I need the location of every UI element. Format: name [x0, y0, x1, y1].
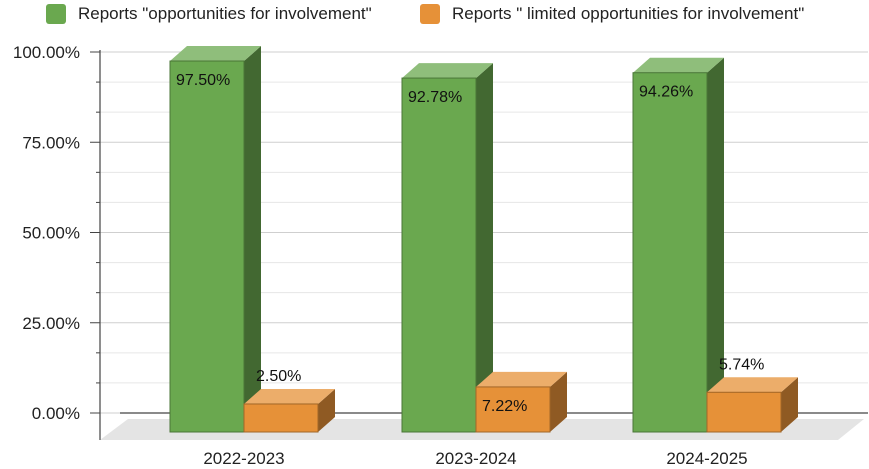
bar-front [401, 77, 477, 433]
bar-side [781, 377, 798, 432]
bar-top [170, 46, 261, 62]
data-label-2-2023-2024: 7.22% [482, 398, 527, 415]
y-tick-label: 25.00% [22, 314, 80, 333]
y-tick-label: 50.00% [22, 224, 80, 243]
y-tick-label: 0.00% [32, 404, 80, 423]
y-tick-label: 100.00% [13, 43, 80, 62]
bar-2-2024-2025 [706, 377, 798, 433]
data-label-1-2022-2023: 97.50% [176, 72, 230, 89]
data-label-2-2024-2025: 5.74% [719, 356, 764, 373]
data-label-1-2023-2024: 92.78% [408, 89, 462, 106]
bar-front [475, 386, 551, 433]
bar-top [633, 57, 724, 73]
bar-front [243, 403, 319, 433]
bar-side [707, 57, 724, 432]
bar-1-2024-2025 [632, 57, 724, 433]
bar-front [632, 72, 708, 433]
bar-front [169, 60, 245, 433]
bar-side [550, 371, 567, 432]
bar-side [476, 63, 493, 432]
legend-swatch-series-2 [420, 4, 440, 24]
bar-top [402, 63, 493, 79]
bar-top [707, 377, 798, 393]
bar-front [706, 391, 782, 433]
legend-label-series-2: Reports " limited opportunities for invo… [452, 4, 805, 23]
bar-1-2022-2023 [169, 46, 261, 433]
bar-2-2023-2024 [475, 371, 567, 433]
bar-top [476, 371, 567, 387]
legend: Reports "opportunities for involvement" … [0, 0, 869, 32]
bar-side [318, 388, 335, 432]
bar-side [244, 46, 261, 433]
data-label-2-2022-2023: 2.50% [256, 368, 301, 385]
y-tick-label: 75.00% [22, 133, 80, 152]
legend-swatch-series-1 [46, 4, 66, 24]
data-label-1-2024-2025: 94.26% [639, 84, 693, 101]
legend-item-series-2: Reports " limited opportunities for invo… [420, 4, 804, 24]
bar-1-2023-2024 [401, 63, 493, 433]
x-tick-label: 2022-2023 [203, 449, 284, 468]
bar-2-2022-2023 [243, 388, 335, 433]
legend-item-series-1: Reports "opportunities for involvement" [46, 4, 372, 24]
x-tick-label: 2023-2024 [435, 449, 516, 468]
x-tick-label: 2024-2025 [666, 449, 747, 468]
legend-label-series-1: Reports "opportunities for involvement" [78, 4, 372, 23]
bar-top [244, 388, 335, 404]
